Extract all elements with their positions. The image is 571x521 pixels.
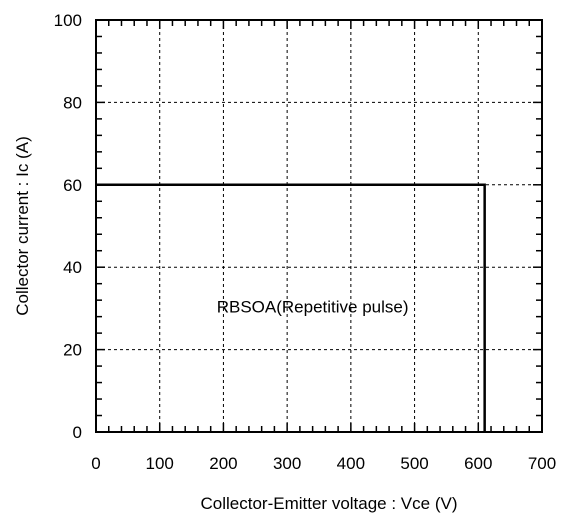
x-tick-label: 700 <box>528 454 556 473</box>
x-axis-label: Collector-Emitter voltage : Vce (V) <box>201 494 458 513</box>
x-tick-label: 300 <box>273 454 301 473</box>
y-axis-label: Collector current : Ic (A) <box>13 136 32 316</box>
x-tick-label: 200 <box>209 454 237 473</box>
x-tick-label: 0 <box>91 454 100 473</box>
x-tick-label: 500 <box>400 454 428 473</box>
y-tick-label: 0 <box>73 423 82 442</box>
y-tick-label: 100 <box>54 11 82 30</box>
annotations: RBSOA(Repetitive pulse) <box>217 298 409 317</box>
plot-frame <box>95 19 543 433</box>
minor-ticks <box>95 19 543 433</box>
y-tick-label: 60 <box>63 176 82 195</box>
y-tick-label: 80 <box>63 93 82 112</box>
y-tick-label: 40 <box>63 258 82 277</box>
y-tick-label: 20 <box>63 341 82 360</box>
series-line-0 <box>96 183 486 432</box>
annotation-label: RBSOA(Repetitive pulse) <box>217 298 409 317</box>
x-tick-label: 400 <box>337 454 365 473</box>
x-tick-labels: 0 100 200 300 400 500 600 700 <box>91 454 556 473</box>
grid-lines <box>96 20 542 432</box>
x-tick-label: 600 <box>464 454 492 473</box>
y-tick-labels: 0 20 40 60 80 100 <box>54 11 82 442</box>
x-tick-label: 100 <box>146 454 174 473</box>
series-layer <box>96 183 486 432</box>
